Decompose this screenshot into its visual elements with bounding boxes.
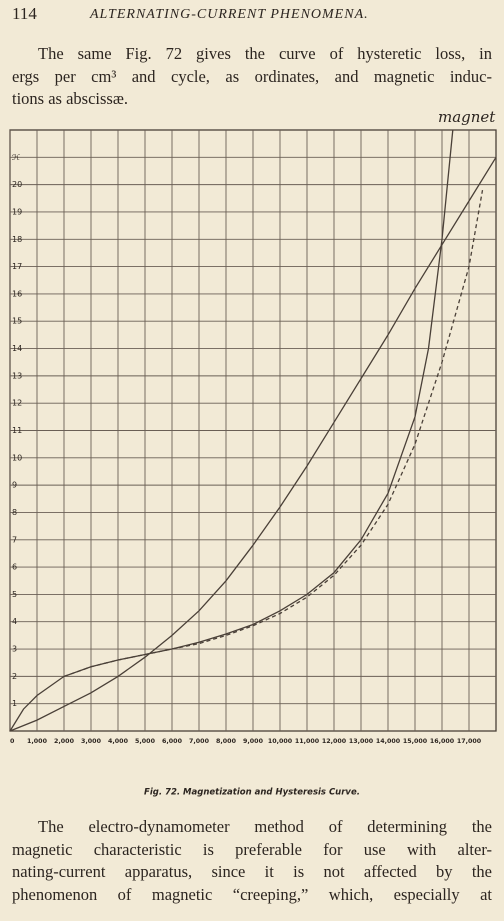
x-tick-label: 10,000 bbox=[268, 738, 293, 745]
y-tick-label: 5 bbox=[12, 590, 17, 599]
y-tick-label: 18 bbox=[12, 235, 22, 244]
y-tick-label: 3 bbox=[12, 645, 17, 654]
y-tick-label: 12 bbox=[12, 399, 22, 408]
x-tick-label: 15,000 bbox=[403, 738, 428, 745]
handwritten-note: magnet bbox=[438, 108, 496, 126]
x-tick-label: 2,000 bbox=[54, 738, 75, 745]
y-tick-label: 16 bbox=[12, 289, 22, 298]
x-tick-label: 8,000 bbox=[216, 738, 237, 745]
y-tick-label: 17 bbox=[12, 262, 22, 271]
x-tick-label: 13,000 bbox=[349, 738, 374, 745]
y-tick-label: 6 bbox=[12, 563, 17, 572]
x-tick-label: 14,000 bbox=[376, 738, 401, 745]
figure-caption: Fig. 72. Magnetization and Hysteresis Cu… bbox=[144, 788, 360, 798]
y-tick-label: 11 bbox=[12, 426, 22, 435]
curve bbox=[9, 156, 497, 732]
y-tick-label: 14 bbox=[12, 344, 22, 353]
text-line: magnetic characteristic is preferable fo… bbox=[12, 839, 492, 859]
y-tick-label: 20 bbox=[12, 180, 22, 189]
y-tick-label: 15 bbox=[12, 317, 22, 326]
y-tick-label: ℋ bbox=[12, 153, 20, 162]
y-tick-label: 10 bbox=[12, 453, 22, 462]
text-line: nating-current apparatus, since it is no… bbox=[12, 862, 492, 881]
text-line: The same Fig. 72 gives the curve of hyst… bbox=[38, 44, 492, 63]
text-line: The electro-dynamometer method of determ… bbox=[38, 817, 492, 836]
text-line: ergs per cm³ and cycle, as ordinates, an… bbox=[12, 66, 492, 86]
x-tick-label: 7,000 bbox=[189, 738, 210, 745]
y-tick-label: 2 bbox=[12, 672, 17, 681]
x-tick-label: 5,000 bbox=[135, 738, 156, 745]
x-tick-label: 1,000 bbox=[27, 738, 48, 745]
y-tick-label: 7 bbox=[12, 535, 17, 544]
text-line: phenomenon of magnetic “creeping,” which… bbox=[12, 884, 492, 904]
x-tick-label: 17,000 bbox=[457, 738, 482, 745]
x-tick-label: 3,000 bbox=[81, 738, 102, 745]
x-tick-label: 9,000 bbox=[243, 738, 264, 745]
y-tick-label: 4 bbox=[12, 617, 17, 626]
curve bbox=[63, 189, 484, 678]
x-tick-label: 0 bbox=[10, 738, 15, 745]
y-tick-label: 13 bbox=[12, 371, 22, 380]
text-line: tions as abscissæ. bbox=[12, 89, 128, 108]
x-tick-label: 12,000 bbox=[322, 738, 347, 745]
y-tick-label: 8 bbox=[12, 508, 17, 517]
x-tick-label: 6,000 bbox=[162, 738, 183, 745]
y-tick-label: 1 bbox=[12, 699, 17, 708]
x-tick-label: 16,000 bbox=[430, 738, 455, 745]
running-title: ALTERNATING-CURRENT PHENOMENA. bbox=[90, 7, 369, 22]
curve bbox=[9, 129, 454, 732]
page-number: 114 bbox=[12, 4, 37, 23]
x-tick-label: 11,000 bbox=[295, 738, 320, 745]
y-tick-label: 9 bbox=[12, 481, 17, 490]
x-tick-label: 4,000 bbox=[108, 738, 129, 745]
y-tick-label: 19 bbox=[12, 207, 22, 216]
